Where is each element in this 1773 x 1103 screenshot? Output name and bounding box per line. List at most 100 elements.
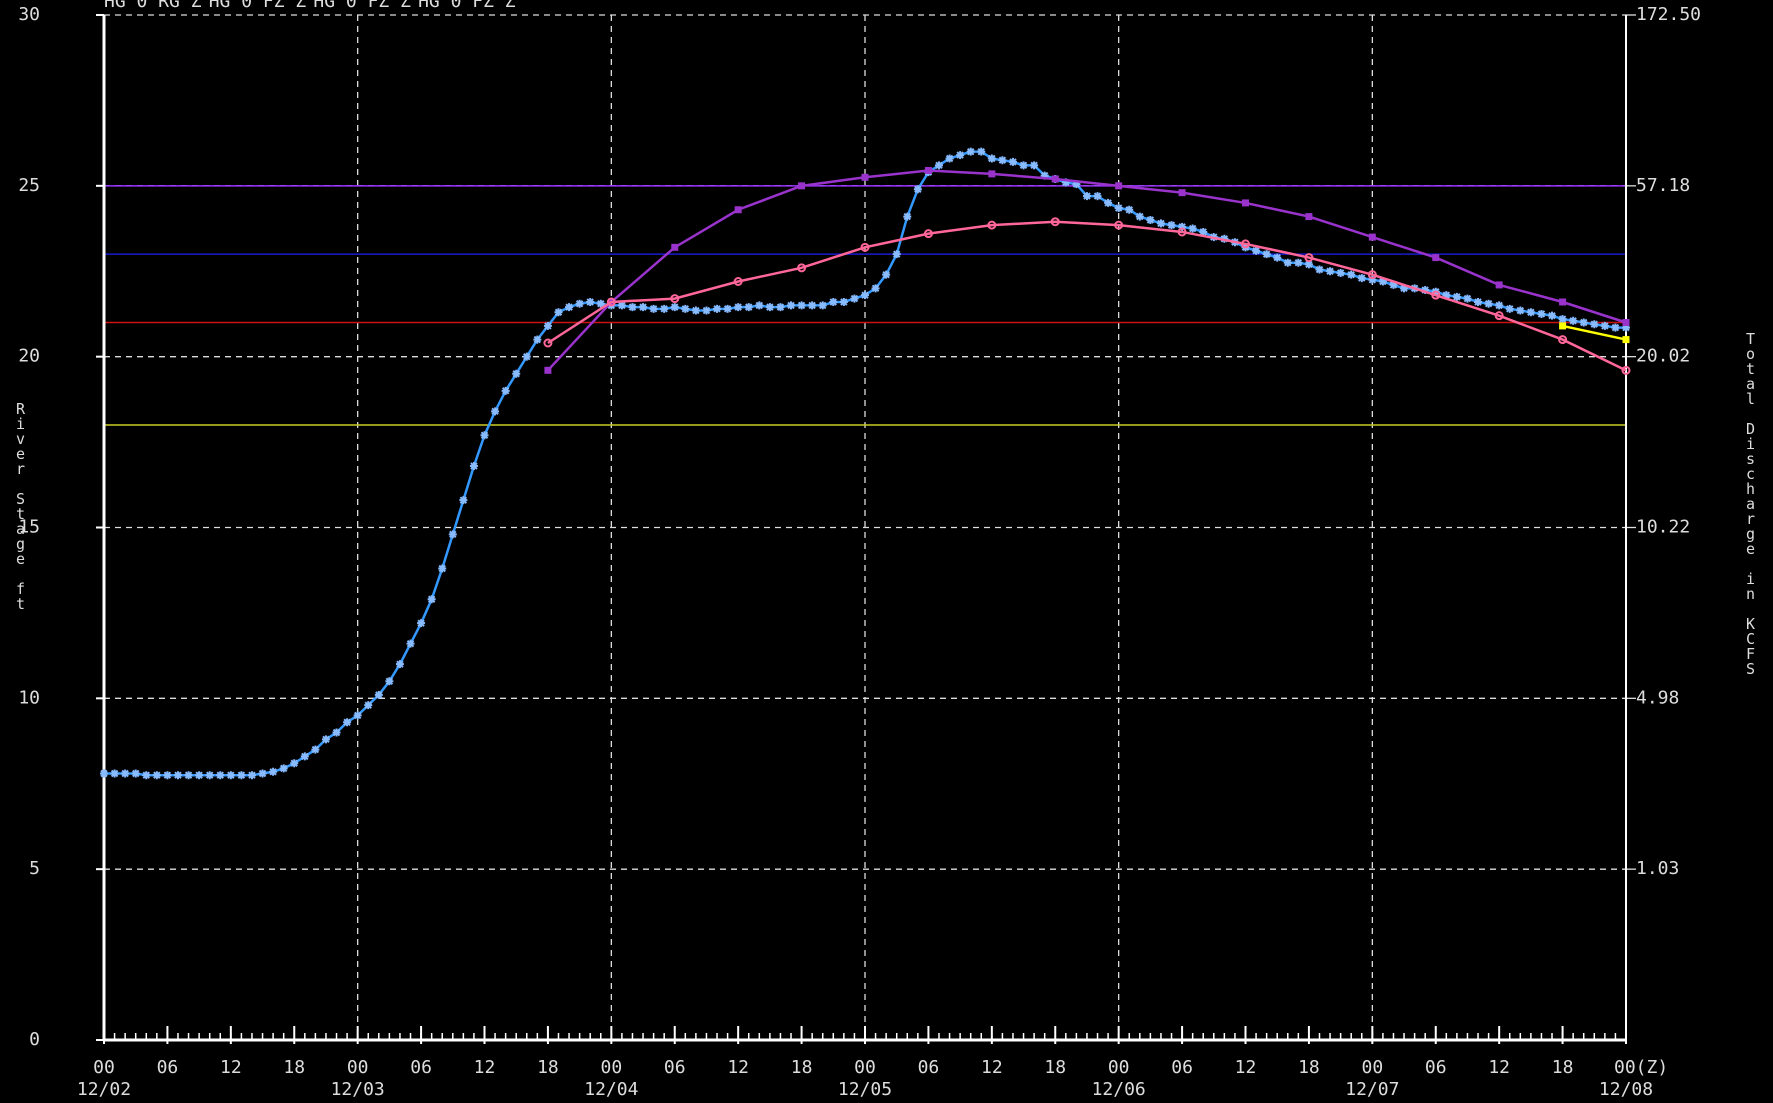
data-point <box>522 352 531 361</box>
x-tick-label: 18 <box>1044 1057 1066 1078</box>
data-point <box>681 304 690 313</box>
data-point <box>469 462 478 470</box>
data-point <box>1378 277 1387 286</box>
data-point <box>480 431 489 440</box>
data-point <box>1283 258 1292 267</box>
data-point <box>1242 199 1249 207</box>
data-point <box>1621 365 1631 375</box>
x-tick-label: 06 <box>664 1057 686 1078</box>
data-point <box>353 711 362 720</box>
data-point <box>988 170 996 178</box>
data-point <box>923 229 933 239</box>
date-label: 12/06 <box>1092 1079 1146 1100</box>
x-tick-label: 00 <box>600 1057 622 1078</box>
x-tick-label: 06 <box>410 1057 432 1078</box>
data-point <box>861 173 869 181</box>
data-point <box>1558 315 1567 324</box>
x-tick-label: 18 <box>791 1057 813 1078</box>
data-point <box>998 156 1007 165</box>
data-point <box>100 769 108 778</box>
data-point <box>1516 306 1525 315</box>
data-point <box>808 301 817 310</box>
data-point <box>586 298 595 306</box>
data-point <box>448 530 457 539</box>
data-point <box>1559 322 1567 330</box>
data-point <box>142 771 151 780</box>
data-point <box>839 298 848 306</box>
data-point <box>1051 175 1059 183</box>
data-point <box>554 308 563 317</box>
x-tick-label: 00 <box>1361 1057 1383 1078</box>
data-point <box>1315 265 1324 274</box>
date-label: 12/03 <box>331 1079 385 1100</box>
data-point <box>512 369 521 378</box>
y2-tick-label: 172.50 <box>1636 4 1701 25</box>
data-point <box>247 771 256 780</box>
data-point <box>1431 290 1441 300</box>
data-point <box>1526 308 1535 317</box>
data-point <box>332 728 341 737</box>
date-label: 12/05 <box>838 1079 892 1100</box>
data-point <box>406 639 415 648</box>
data-point <box>987 220 997 230</box>
legend-entry: HG 0 FZ Z <box>313 0 411 12</box>
data-point <box>1061 178 1070 187</box>
data-point <box>543 321 552 330</box>
data-point <box>1622 336 1630 344</box>
data-point <box>702 306 711 315</box>
y2-tick-label: 20.02 <box>1636 346 1690 367</box>
data-point <box>427 595 436 604</box>
data-point <box>1611 323 1620 332</box>
data-point <box>1548 311 1557 320</box>
data-point <box>606 297 616 307</box>
data-point <box>1115 182 1123 190</box>
data-point <box>1505 304 1514 313</box>
data-point <box>734 303 743 312</box>
data-point <box>733 277 743 286</box>
data-point <box>364 701 373 710</box>
data-point <box>1600 321 1609 330</box>
data-point <box>459 496 468 505</box>
data-point <box>1114 220 1124 230</box>
data-point <box>1326 267 1335 276</box>
data-point <box>1474 298 1483 306</box>
x-tick-label: 18 <box>1298 1057 1320 1078</box>
data-point <box>860 242 870 252</box>
x-tick-label: 12 <box>220 1057 242 1078</box>
y2-axis-label: Total Discharge in KCFS <box>1742 330 1760 675</box>
data-point <box>1336 268 1345 277</box>
data-point <box>1432 254 1440 262</box>
data-point <box>1019 161 1028 170</box>
data-point <box>892 250 901 259</box>
data-point <box>1484 299 1493 308</box>
data-point <box>1463 294 1472 303</box>
x-tick-label: 00 <box>854 1057 876 1078</box>
data-point <box>977 147 986 156</box>
data-point <box>723 304 732 313</box>
data-point <box>1114 204 1123 213</box>
y2-tick-label: 4.98 <box>1636 687 1679 708</box>
x-tick-label: 06 <box>1171 1057 1193 1078</box>
data-point <box>596 299 605 308</box>
data-point <box>829 298 838 306</box>
data-point <box>131 769 140 778</box>
data-point <box>1537 309 1546 318</box>
data-point <box>374 690 383 699</box>
data-point <box>1389 280 1398 289</box>
data-point <box>861 291 869 300</box>
data-point <box>1072 180 1081 189</box>
x-tick-label: 00 <box>1108 1057 1130 1078</box>
data-point <box>913 185 922 194</box>
data-point <box>1188 224 1197 233</box>
data-point <box>649 304 658 313</box>
x-tick-label: 06 <box>918 1057 940 1078</box>
data-point <box>1495 301 1504 310</box>
data-point <box>713 304 722 313</box>
data-point <box>617 301 626 310</box>
y2-tick-label: 10.22 <box>1636 517 1690 538</box>
data-point <box>1093 192 1102 201</box>
data-point <box>163 771 172 780</box>
data-point <box>1252 246 1261 255</box>
data-point <box>744 303 753 312</box>
